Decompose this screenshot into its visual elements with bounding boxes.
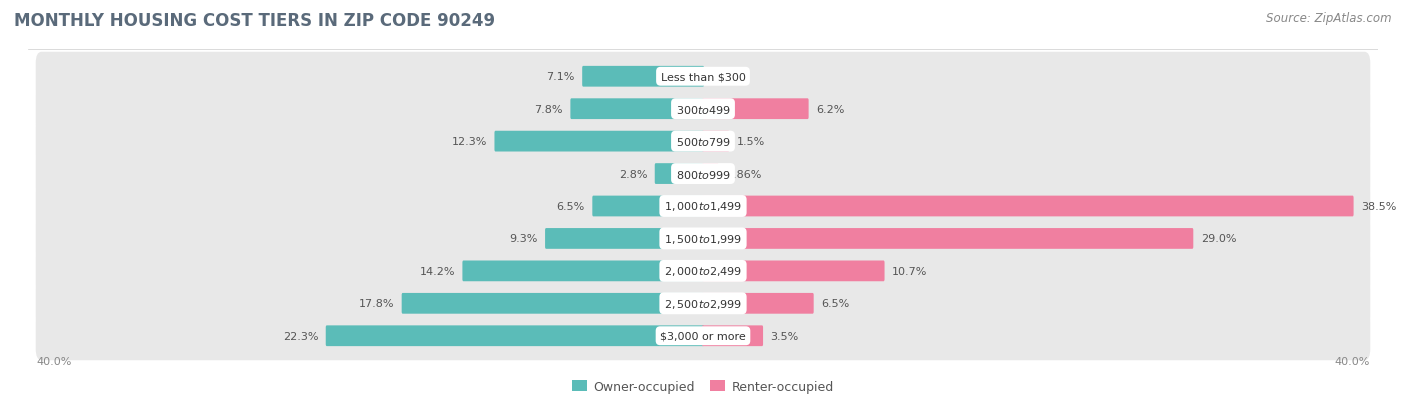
Text: Less than $300: Less than $300 bbox=[661, 72, 745, 82]
Text: 6.5%: 6.5% bbox=[557, 202, 585, 211]
FancyBboxPatch shape bbox=[326, 325, 704, 346]
FancyBboxPatch shape bbox=[702, 293, 814, 314]
FancyBboxPatch shape bbox=[702, 99, 808, 120]
Text: 6.5%: 6.5% bbox=[821, 299, 849, 309]
Text: 7.1%: 7.1% bbox=[547, 72, 575, 82]
Text: 0.86%: 0.86% bbox=[725, 169, 761, 179]
Text: $800 to $999: $800 to $999 bbox=[675, 168, 731, 180]
Text: 40.0%: 40.0% bbox=[37, 356, 72, 366]
FancyBboxPatch shape bbox=[35, 247, 1371, 296]
Text: $3,000 or more: $3,000 or more bbox=[661, 331, 745, 341]
FancyBboxPatch shape bbox=[495, 131, 704, 152]
FancyBboxPatch shape bbox=[702, 131, 730, 152]
FancyBboxPatch shape bbox=[702, 164, 718, 185]
Text: 38.5%: 38.5% bbox=[1361, 202, 1396, 211]
Text: $2,000 to $2,499: $2,000 to $2,499 bbox=[664, 265, 742, 278]
FancyBboxPatch shape bbox=[35, 279, 1371, 328]
Text: 14.2%: 14.2% bbox=[419, 266, 456, 276]
Text: 22.3%: 22.3% bbox=[283, 331, 318, 341]
FancyBboxPatch shape bbox=[655, 164, 704, 185]
FancyBboxPatch shape bbox=[463, 261, 704, 282]
Text: MONTHLY HOUSING COST TIERS IN ZIP CODE 90249: MONTHLY HOUSING COST TIERS IN ZIP CODE 9… bbox=[14, 12, 495, 30]
FancyBboxPatch shape bbox=[35, 182, 1371, 231]
FancyBboxPatch shape bbox=[571, 99, 704, 120]
Text: 10.7%: 10.7% bbox=[891, 266, 928, 276]
FancyBboxPatch shape bbox=[35, 214, 1371, 263]
Text: $1,500 to $1,999: $1,500 to $1,999 bbox=[664, 233, 742, 245]
Text: 2.8%: 2.8% bbox=[619, 169, 647, 179]
FancyBboxPatch shape bbox=[702, 261, 884, 282]
Text: 0.0%: 0.0% bbox=[711, 72, 740, 82]
FancyBboxPatch shape bbox=[592, 196, 704, 217]
Text: $300 to $499: $300 to $499 bbox=[675, 103, 731, 115]
Text: $2,500 to $2,999: $2,500 to $2,999 bbox=[664, 297, 742, 310]
Text: 7.8%: 7.8% bbox=[534, 104, 562, 114]
FancyBboxPatch shape bbox=[35, 150, 1371, 199]
Text: Source: ZipAtlas.com: Source: ZipAtlas.com bbox=[1267, 12, 1392, 25]
Text: 40.0%: 40.0% bbox=[1334, 356, 1369, 366]
FancyBboxPatch shape bbox=[582, 67, 704, 88]
Legend: Owner-occupied, Renter-occupied: Owner-occupied, Renter-occupied bbox=[568, 375, 838, 398]
FancyBboxPatch shape bbox=[546, 228, 704, 249]
FancyBboxPatch shape bbox=[35, 117, 1371, 166]
Text: 6.2%: 6.2% bbox=[815, 104, 845, 114]
Text: $1,000 to $1,499: $1,000 to $1,499 bbox=[664, 200, 742, 213]
Text: 29.0%: 29.0% bbox=[1201, 234, 1236, 244]
Text: 17.8%: 17.8% bbox=[359, 299, 394, 309]
Text: 1.5%: 1.5% bbox=[737, 137, 765, 147]
FancyBboxPatch shape bbox=[35, 311, 1371, 361]
Text: $500 to $799: $500 to $799 bbox=[675, 136, 731, 148]
Text: 12.3%: 12.3% bbox=[451, 137, 486, 147]
FancyBboxPatch shape bbox=[702, 325, 763, 346]
Text: 3.5%: 3.5% bbox=[770, 331, 799, 341]
FancyBboxPatch shape bbox=[402, 293, 704, 314]
FancyBboxPatch shape bbox=[702, 228, 1194, 249]
Text: 9.3%: 9.3% bbox=[509, 234, 537, 244]
FancyBboxPatch shape bbox=[35, 52, 1371, 102]
FancyBboxPatch shape bbox=[702, 196, 1354, 217]
FancyBboxPatch shape bbox=[35, 85, 1371, 134]
